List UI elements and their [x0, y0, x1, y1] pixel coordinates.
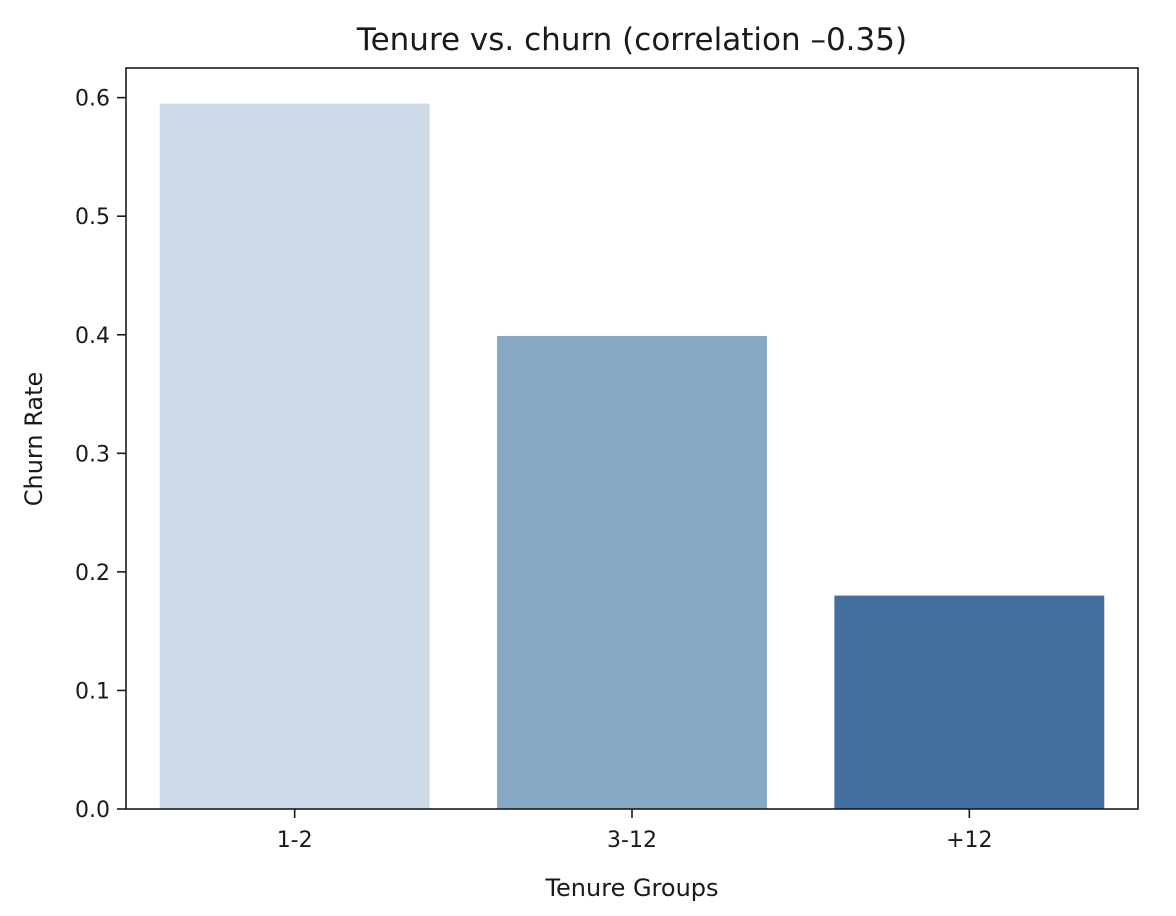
y-tick-label: 0.3 [75, 442, 110, 467]
y-tick-label: 0.0 [75, 798, 110, 823]
bar-1-2 [159, 103, 430, 810]
y-axis: 0.0 0.1 0.2 0.3 0.4 0.5 0.6 [75, 87, 126, 823]
x-axis-label: Tenure Groups [544, 874, 718, 902]
x-tick-label: +12 [946, 828, 992, 853]
y-tick-label: 0.4 [75, 324, 110, 349]
y-tick-label: 0.1 [75, 679, 110, 704]
plot-frame [125, 67, 1139, 810]
bars-group [159, 103, 1105, 810]
x-tick-label: 1-2 [277, 828, 313, 853]
x-axis: 1-2 3-12 +12 [277, 809, 993, 853]
y-tick-label: 0.2 [75, 561, 110, 586]
x-tick-label: 3-12 [607, 828, 657, 853]
bar-3-12 [497, 335, 767, 809]
y-tick-label: 0.6 [75, 87, 110, 112]
y-tick-label: 0.5 [75, 205, 110, 230]
chart-title: Tenure vs. churn (correlation –0.35) [356, 22, 907, 58]
bar-+12 [834, 595, 1105, 809]
y-axis-label: Churn Rate [20, 372, 48, 507]
